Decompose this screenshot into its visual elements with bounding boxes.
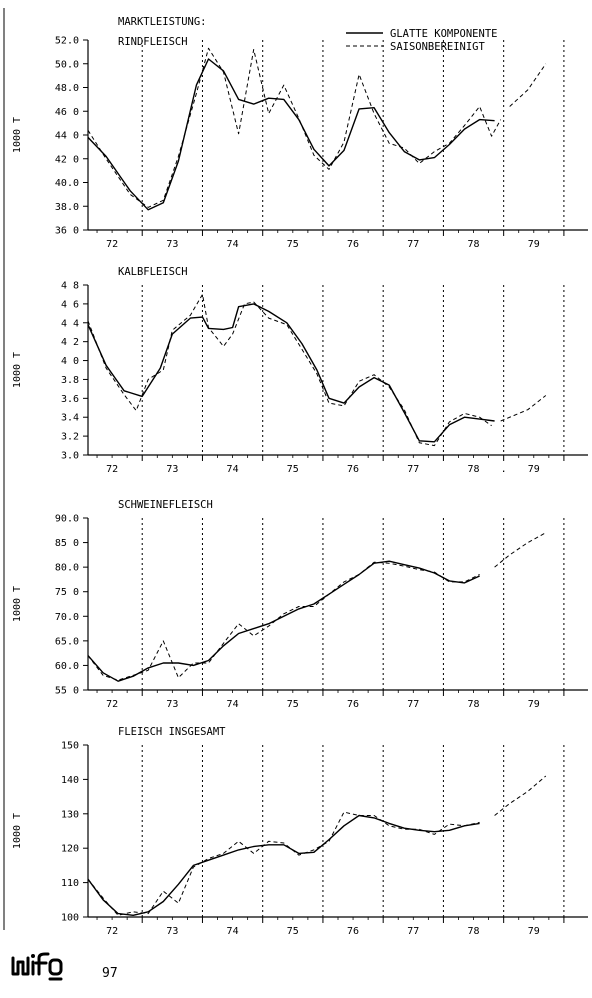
- x-tick-label: 78: [468, 699, 480, 710]
- series-line-forecast: [500, 395, 547, 422]
- x-tick-label: 77: [407, 239, 419, 250]
- y-tick-label: 4 8: [61, 281, 79, 292]
- x-tick-label: 74: [227, 239, 239, 250]
- y-tick-label: 85 0: [55, 538, 79, 549]
- legend-label-adjusted: SAISONBEREINIGT: [390, 41, 486, 53]
- x-tick-label: 78: [468, 926, 480, 937]
- x-tick-label: 73: [166, 926, 178, 937]
- y-tick-label: 3.6: [61, 394, 79, 405]
- y-axis-label: 1000 T: [12, 586, 23, 622]
- x-tick-label: 77: [407, 699, 419, 710]
- x-tick-label: 75: [287, 464, 299, 475]
- y-tick-label: 4 4: [61, 318, 79, 329]
- x-tick-label: 74: [227, 926, 239, 937]
- series-line-forecast: [494, 532, 547, 568]
- y-tick-label: 55 0: [55, 686, 79, 697]
- y-tick-label: 42 0: [55, 154, 79, 165]
- series-line-smooth: [87, 58, 495, 211]
- x-tick-label: 76: [347, 464, 359, 475]
- y-tick-label: 36 0: [55, 226, 79, 237]
- y-tick-label: 3.2: [61, 432, 79, 443]
- x-tick-label: 79: [528, 699, 540, 710]
- x-tick-label: 76: [347, 239, 359, 250]
- x-tick-label: 73: [166, 464, 178, 475]
- legend-label-smooth: GLATTE KOMPONENTE: [390, 28, 497, 40]
- chart-panel-3: 55 0 60.0 65.0 70.0 75 0 80.0 85 0 90.0 1000 T 72…: [12, 499, 588, 710]
- y-tick-label: 110: [61, 878, 79, 889]
- x-tick-label: 78: [468, 239, 480, 250]
- x-tick-label: 77: [407, 926, 419, 937]
- series-line-seasonal-adjusted: [87, 561, 480, 681]
- chart-title: MARKTLEISTUNG:: [118, 16, 207, 28]
- y-tick-label: 80.0: [55, 563, 79, 574]
- y-tick-label: 3.8: [61, 375, 79, 386]
- x-tick-label: 74: [227, 464, 239, 475]
- series-line-forecast: [509, 63, 547, 107]
- y-tick-label: 48.0: [55, 83, 79, 94]
- y-tick-label: 4 6: [61, 299, 79, 310]
- x-tick-label: 77: [407, 464, 419, 475]
- series-line-smooth: [87, 303, 495, 443]
- series-line-forecast: [494, 775, 547, 816]
- x-tick-label: 76: [347, 926, 359, 937]
- y-tick-label: 65.0: [55, 636, 79, 647]
- x-tick-label: 79: [528, 464, 540, 475]
- y-tick-label: 50.0: [55, 59, 79, 70]
- x-extra-label: .: [501, 464, 507, 475]
- x-tick-label: 75: [287, 239, 299, 250]
- x-tick-label: 72: [106, 699, 118, 710]
- y-axis-label: 1000 T: [12, 813, 23, 849]
- chart-title: FLEISCH INSGESAMT: [118, 726, 226, 738]
- series-line-smooth: [87, 560, 480, 682]
- wifo-logo: [11, 952, 63, 981]
- chart-panel-2: 3.0 3.2 3.4 3.6 3.8 4 0 4 2 4 4 4 6 4 8 1000 T 72 73…: [12, 266, 588, 475]
- chart-panel-1: 36 0 38.0 40.0 42 0 44 0 46 0 48.0 50.0 52.0 1000…: [12, 16, 588, 250]
- y-tick-label: 4 2: [61, 337, 79, 348]
- y-tick-label: 70.0: [55, 612, 79, 623]
- y-tick-label: 4 0: [61, 356, 79, 367]
- y-tick-label: 3.4: [61, 413, 79, 424]
- y-tick-label: 3.0: [61, 451, 79, 462]
- series-line-smooth: [87, 814, 480, 916]
- y-axis-label: 1000 T: [12, 117, 23, 153]
- chart-panel-4: 100 110 120 130 140 150 1000 T 72 73 74 75 76 77 78 79…: [12, 726, 588, 937]
- y-tick-label: 150: [61, 741, 79, 752]
- x-tick-label: 79: [528, 239, 540, 250]
- y-tick-label: 140: [61, 775, 79, 786]
- chart-title: SCHWEINEFLEISCH: [118, 499, 213, 511]
- x-tick-label: 72: [106, 926, 118, 937]
- y-tick-label: 75 0: [55, 587, 79, 598]
- x-tick-label: 75: [287, 699, 299, 710]
- series-line-seasonal-adjusted: [87, 47, 502, 208]
- series-line-seasonal-adjusted: [87, 811, 480, 916]
- y-tick-label: 52.0: [55, 36, 79, 47]
- y-axis-label: 1000 T: [12, 352, 23, 388]
- y-tick-label: 130: [61, 809, 79, 820]
- x-tick-label: 73: [166, 699, 178, 710]
- y-tick-label: 46 0: [55, 107, 79, 118]
- x-tick-label: 72: [106, 464, 118, 475]
- series-line-seasonal-adjusted: [87, 293, 492, 447]
- chart-title: KALBFLEISCH: [118, 266, 188, 278]
- footer: 97: [10, 950, 310, 990]
- x-tick-label: 73: [166, 239, 178, 250]
- x-tick-label: 76: [347, 699, 359, 710]
- y-tick-label: 100: [61, 913, 79, 924]
- y-tick-label: 40.0: [55, 178, 79, 189]
- y-tick-label: 90.0: [55, 514, 79, 525]
- y-tick-label: 60.0: [55, 661, 79, 672]
- chart-subtitle: RINDFLEISCH: [118, 36, 188, 48]
- x-tick-label: 79: [528, 926, 540, 937]
- y-tick-label: 44 0: [55, 131, 79, 142]
- x-tick-label: 75: [287, 926, 299, 937]
- page-number: 97: [102, 966, 118, 981]
- y-tick-label: 120: [61, 844, 79, 855]
- x-tick-label: 72: [106, 239, 118, 250]
- x-tick-label: 74: [227, 699, 239, 710]
- x-tick-label: 78: [468, 464, 480, 475]
- y-tick-label: 38.0: [55, 202, 79, 213]
